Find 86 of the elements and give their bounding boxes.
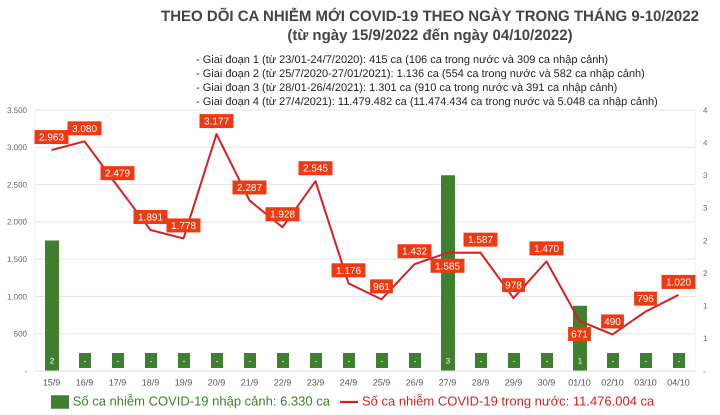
data-label: 1.020: [666, 277, 692, 288]
data-label: -: [380, 356, 384, 366]
data-label: -: [512, 356, 516, 366]
chart-title: THEO DÕI CA NHIỄM MỚI COVID-19 THEO NGÀY TRONG THÁNG 9-10/2022: [160, 8, 700, 25]
data-label: -: [348, 356, 351, 366]
data-label: -: [480, 356, 483, 366]
data-label: 1.928: [270, 210, 296, 221]
x-tick-label: 15/9: [42, 377, 60, 388]
data-label: 3.177: [204, 116, 230, 128]
x-tick-label: 23/9: [306, 377, 324, 388]
y-tick-label: 1.000: [6, 292, 28, 302]
data-label: 1.585: [434, 261, 460, 272]
x-tick-label: 16/9: [76, 377, 94, 388]
data-label: -: [314, 356, 318, 366]
y-tick-label: 1.500: [6, 254, 28, 264]
x-tick-label: 17/9: [108, 377, 126, 388]
data-label: -: [612, 356, 615, 366]
data-label: 1.778: [170, 220, 196, 232]
data-label: 2.287: [236, 182, 262, 194]
x-tick-label: 22/9: [274, 377, 292, 388]
data-label: 2.963: [38, 132, 64, 144]
x-tick-label: 24/9: [340, 377, 358, 388]
data-label: 3.080: [72, 124, 98, 135]
data-label: -: [644, 356, 648, 366]
x-tick-label: 30/9: [538, 377, 556, 388]
data-label: 978: [505, 280, 522, 292]
x-tick-label: 21/9: [240, 377, 258, 388]
data-label: 671: [571, 329, 588, 340]
x-tick-label: 26/9: [406, 377, 424, 388]
x-tick-label: 02/10: [601, 377, 624, 388]
text: - Giai đoạn 4 (từ 27/4/2021): 11.479.482 ca (11.474.434 ca trong nước và 5.048 ca nhập cảnh): [196, 95, 658, 109]
y-tick-label: 3.500: [6, 106, 28, 115]
data-label: 961: [373, 282, 390, 293]
chart-subtitle: (từ ngày 15/9/2022 đến ngày 04/10/2022): [286, 27, 574, 44]
data-label: -: [216, 356, 219, 366]
x-tick-label: 18/9: [142, 377, 160, 388]
x-tick-label: 04/10: [667, 377, 690, 388]
data-label: -: [546, 356, 549, 366]
y2-tick-label: 1: [703, 302, 708, 311]
data-label: 1: [578, 356, 583, 366]
text: - Giai đoạn 1 (từ 23/01-24/7/2020): 415 ca (106 ca trong nước và 309 ca nhập cảnh): [196, 53, 610, 67]
y2-tick-label: 2: [703, 268, 708, 278]
data-label: 490: [604, 316, 622, 328]
data-label: 2.479: [104, 168, 130, 180]
text: - Giai đoạn 3 (từ 28/01-26/4/2021): 1.301 ca (910 ca trong nước và 391 ca nhập cảnh): [196, 81, 618, 95]
data-label: 1.587: [468, 235, 494, 246]
data-label: 1.176: [336, 266, 362, 277]
y2-tick-label: 1: [703, 334, 708, 344]
y2-tick-label: 2: [703, 236, 708, 246]
x-tick-label: 28/9: [472, 377, 490, 388]
legend-label: Số ca nhiễm COVID-19 trong nước: 11.476.004 ca: [362, 393, 654, 408]
y2-tick-label: 3: [703, 171, 708, 180]
data-label: -: [116, 356, 120, 366]
data-label: -: [414, 356, 417, 366]
y2-tick-label: 4: [703, 106, 708, 115]
data-label: 1.891: [138, 212, 164, 224]
data-label: -: [150, 356, 153, 366]
x-tick-label: 19/9: [174, 377, 192, 388]
bar: [45, 240, 59, 371]
x-tick-label: 29/9: [504, 377, 522, 388]
x-tick-label: 27/9: [438, 377, 456, 388]
data-label: -: [182, 356, 186, 366]
x-tick-label: 20/9: [208, 377, 226, 388]
y2-tick-label: -: [703, 366, 706, 376]
data-label: 2.545: [302, 164, 328, 175]
data-label: 2: [50, 356, 55, 366]
y-tick-label: 2.500: [6, 180, 28, 190]
data-label: 796: [637, 294, 654, 306]
data-label: 1.470: [534, 244, 560, 255]
text: - Giai đoạn 2 (từ 25/7/2020-27/01/2021): 1.136 ca (554 ca trong nước và 582 ca nhập cảnh): [196, 67, 646, 81]
x-tick-label: 01/10: [568, 377, 591, 388]
y2-tick-label: 3: [703, 204, 708, 213]
y-tick-label: 3.000: [6, 143, 28, 152]
data-label: -: [678, 356, 681, 366]
y-tick-label: 2.000: [6, 218, 28, 227]
data-label: -: [282, 356, 285, 366]
data-label: -: [84, 356, 87, 366]
data-label: -: [248, 356, 252, 366]
data-label: 1.432: [402, 246, 428, 258]
y-tick-label: -: [24, 366, 28, 376]
data-label: 3: [446, 356, 451, 366]
y2-tick-label: 4: [703, 138, 708, 148]
x-tick-label: 25/9: [372, 377, 390, 388]
legend-label: Số ca nhiễm COVID-19 nhập cảnh: 6.330 ca: [72, 393, 330, 408]
x-tick-label: 03/10: [634, 377, 657, 388]
y-tick-label: 500: [14, 330, 28, 339]
